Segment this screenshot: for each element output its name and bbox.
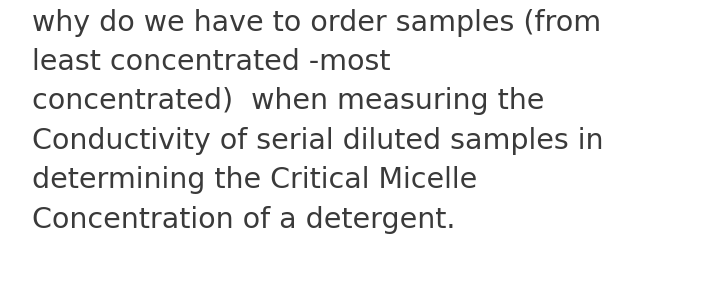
Text: why do we have to order samples (from
least concentrated -most
concentrated)  wh: why do we have to order samples (from le…	[32, 9, 604, 234]
